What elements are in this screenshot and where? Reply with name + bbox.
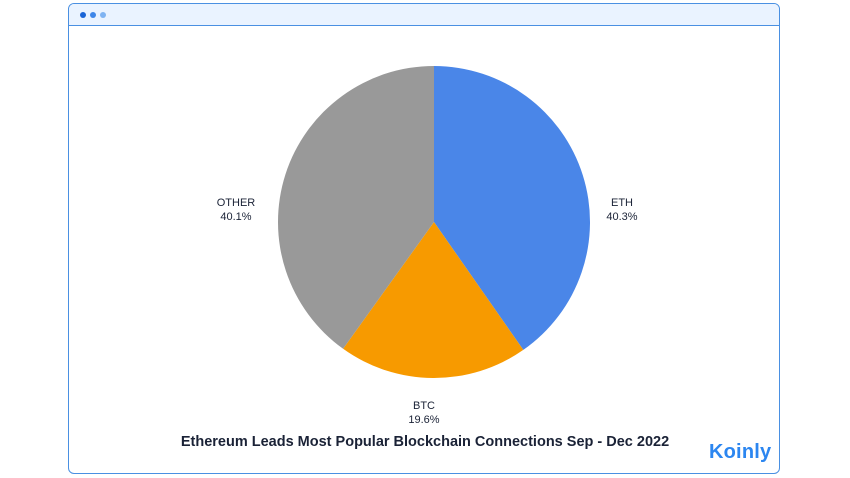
window-dot-icon: [90, 12, 96, 18]
pie-slice-eth: [434, 66, 591, 350]
pie-slice-other: [277, 65, 434, 349]
pie-slice-btc: [343, 222, 524, 379]
chart-title: Ethereum Leads Most Popular Blockchain C…: [180, 434, 670, 450]
slice-value-other: 40.1%: [220, 211, 251, 223]
window-titlebar: [69, 4, 779, 26]
slice-label-other: OTHER: [217, 197, 256, 209]
slice-value-btc: 19.6%: [408, 414, 439, 426]
window-dot-icon: [100, 12, 106, 18]
slice-label-eth: ETH: [611, 197, 633, 209]
slice-label-btc: BTC: [413, 400, 435, 412]
koinly-logo: Koinly: [709, 441, 772, 463]
slice-value-eth: 40.3%: [606, 211, 637, 223]
window-dot-icon: [80, 12, 86, 18]
